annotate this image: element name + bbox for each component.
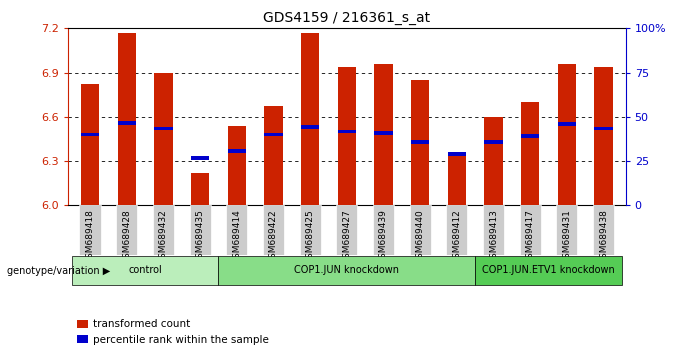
Bar bbox=[447, 152, 466, 155]
Text: GSM689438: GSM689438 bbox=[599, 209, 608, 264]
Text: GSM689435: GSM689435 bbox=[196, 209, 205, 264]
Bar bbox=[374, 64, 392, 205]
FancyBboxPatch shape bbox=[71, 256, 218, 285]
Bar bbox=[521, 102, 539, 205]
FancyBboxPatch shape bbox=[556, 205, 577, 255]
FancyBboxPatch shape bbox=[218, 256, 475, 285]
Bar bbox=[521, 134, 539, 138]
Text: GSM689440: GSM689440 bbox=[415, 209, 425, 264]
Bar bbox=[265, 107, 283, 205]
FancyBboxPatch shape bbox=[300, 205, 321, 255]
Bar bbox=[154, 127, 173, 131]
Bar bbox=[228, 126, 246, 205]
Text: COP1.JUN.ETV1 knockdown: COP1.JUN.ETV1 knockdown bbox=[482, 265, 615, 275]
Legend: transformed count, percentile rank within the sample: transformed count, percentile rank withi… bbox=[73, 315, 273, 349]
Bar bbox=[594, 67, 613, 205]
Bar bbox=[154, 73, 173, 205]
Bar bbox=[81, 133, 99, 136]
Bar bbox=[81, 84, 99, 205]
Text: genotype/variation ▶: genotype/variation ▶ bbox=[7, 266, 110, 276]
Text: GSM689417: GSM689417 bbox=[526, 209, 534, 264]
Bar bbox=[118, 121, 136, 125]
FancyBboxPatch shape bbox=[80, 205, 101, 255]
Text: COP1.JUN knockdown: COP1.JUN knockdown bbox=[294, 265, 399, 275]
FancyBboxPatch shape bbox=[409, 205, 430, 255]
Bar bbox=[191, 156, 209, 160]
Text: GSM689431: GSM689431 bbox=[562, 209, 571, 264]
Bar bbox=[411, 140, 429, 144]
Title: GDS4159 / 216361_s_at: GDS4159 / 216361_s_at bbox=[263, 11, 430, 24]
Bar bbox=[338, 130, 356, 133]
Bar bbox=[191, 173, 209, 205]
FancyBboxPatch shape bbox=[190, 205, 211, 255]
FancyBboxPatch shape bbox=[153, 205, 174, 255]
Text: GSM689414: GSM689414 bbox=[233, 209, 241, 264]
Text: GSM689428: GSM689428 bbox=[122, 209, 131, 264]
Text: GSM689412: GSM689412 bbox=[452, 209, 461, 264]
Bar bbox=[484, 117, 503, 205]
FancyBboxPatch shape bbox=[336, 205, 358, 255]
Text: GSM689418: GSM689418 bbox=[86, 209, 95, 264]
FancyBboxPatch shape bbox=[593, 205, 614, 255]
Text: GSM689439: GSM689439 bbox=[379, 209, 388, 264]
Bar bbox=[374, 131, 392, 135]
Bar bbox=[338, 67, 356, 205]
Bar bbox=[558, 64, 576, 205]
Bar bbox=[118, 33, 136, 205]
FancyBboxPatch shape bbox=[373, 205, 394, 255]
Bar bbox=[301, 125, 320, 129]
Bar bbox=[411, 80, 429, 205]
Bar bbox=[447, 155, 466, 205]
Bar bbox=[228, 149, 246, 153]
FancyBboxPatch shape bbox=[446, 205, 467, 255]
Bar bbox=[484, 140, 503, 144]
Text: control: control bbox=[128, 265, 162, 275]
FancyBboxPatch shape bbox=[226, 205, 248, 255]
Bar bbox=[301, 33, 320, 205]
FancyBboxPatch shape bbox=[263, 205, 284, 255]
Bar bbox=[558, 122, 576, 126]
Bar bbox=[265, 133, 283, 136]
Text: GSM689432: GSM689432 bbox=[159, 209, 168, 264]
Text: GSM689413: GSM689413 bbox=[489, 209, 498, 264]
FancyBboxPatch shape bbox=[483, 205, 504, 255]
FancyBboxPatch shape bbox=[520, 205, 541, 255]
FancyBboxPatch shape bbox=[475, 256, 622, 285]
FancyBboxPatch shape bbox=[116, 205, 137, 255]
Bar bbox=[594, 127, 613, 131]
Text: GSM689427: GSM689427 bbox=[342, 209, 352, 264]
Text: GSM689422: GSM689422 bbox=[269, 209, 278, 264]
Text: GSM689425: GSM689425 bbox=[305, 209, 315, 264]
